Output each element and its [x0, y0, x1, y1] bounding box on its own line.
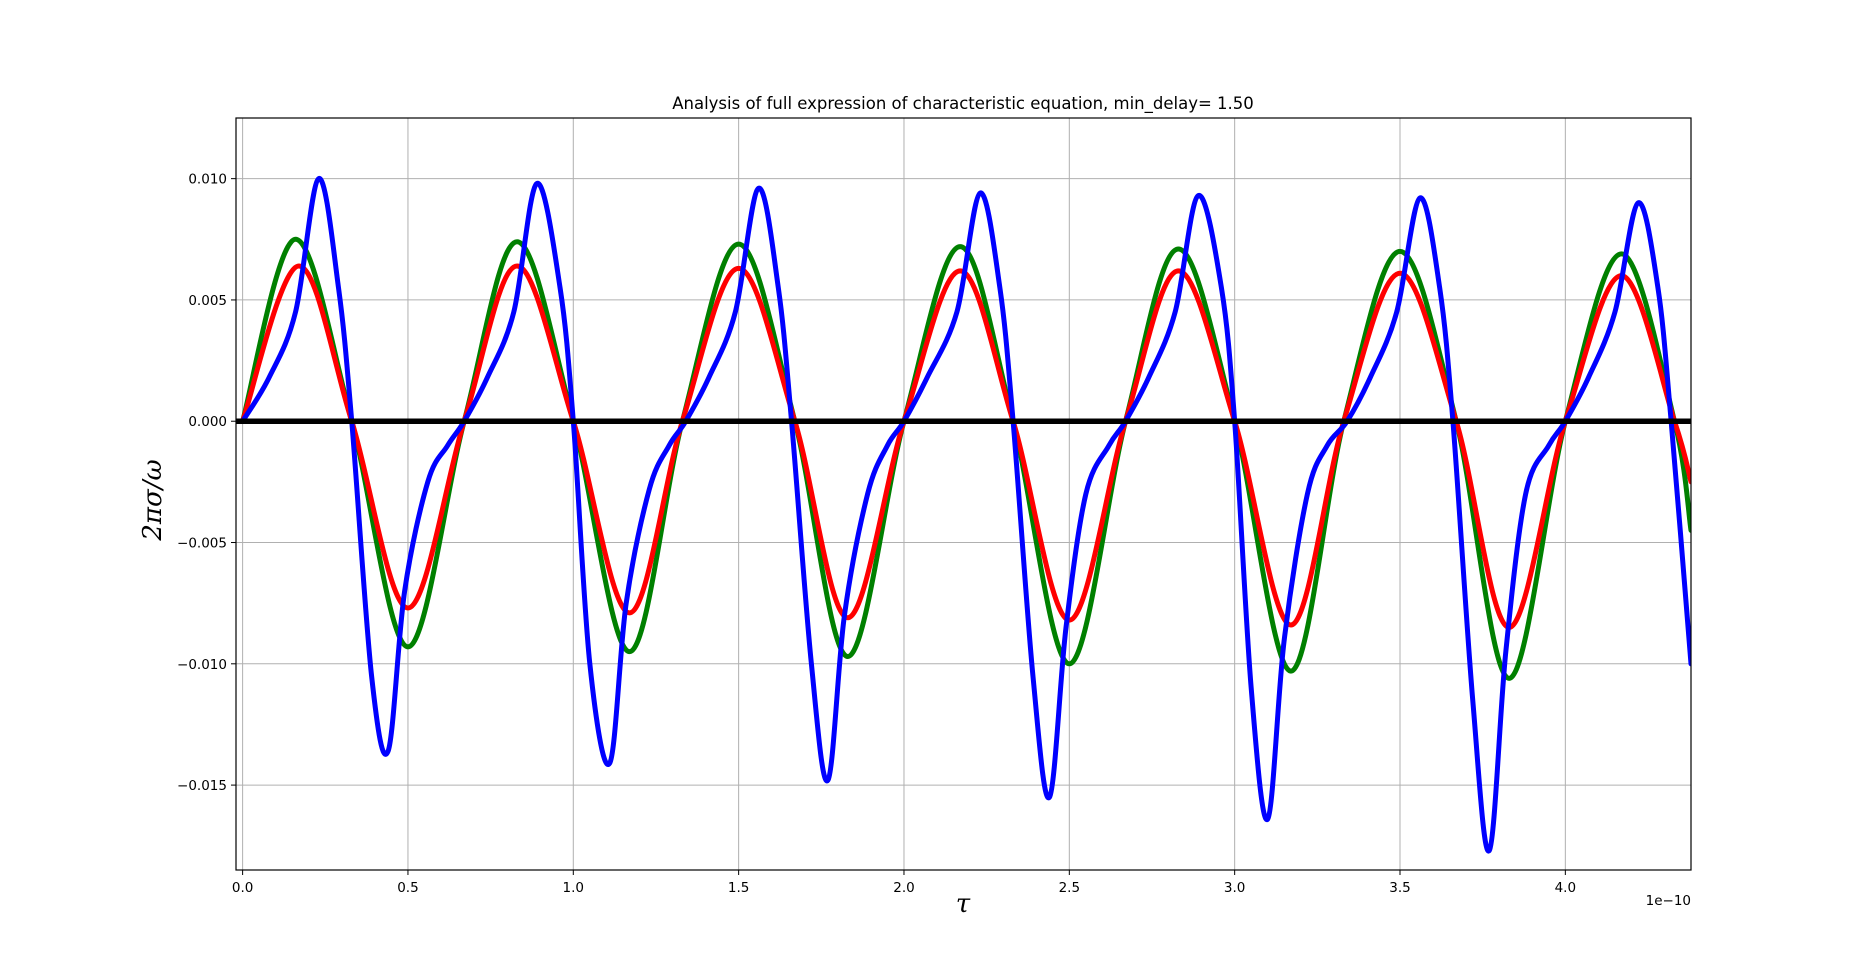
y-tick-label: −0.005 — [177, 536, 227, 552]
y-tick-label: 0.000 — [188, 414, 227, 430]
chart-title: Analysis of full expression of character… — [672, 94, 1254, 114]
x-offset-label: 1e−10 — [1646, 893, 1691, 909]
x-tick-label: 2.0 — [893, 880, 914, 896]
series-layer — [236, 176, 1691, 854]
y-tick-label: −0.010 — [177, 657, 227, 673]
axes-frame — [235, 117, 1692, 871]
x-tick-label: 1.5 — [728, 880, 749, 896]
series-red-line — [240, 263, 1691, 630]
y-tick-label: −0.015 — [177, 778, 227, 794]
x-tick-label: 4.0 — [1555, 880, 1576, 896]
y-tick-label: 0.005 — [188, 293, 227, 309]
x-tick-label: 0.0 — [232, 880, 253, 896]
x-tick-label: 2.5 — [1059, 880, 1080, 896]
x-axis-label: τ — [956, 889, 971, 919]
plot-area — [235, 117, 1692, 871]
x-axis: 0.0 0.5 1.0 1.5 2.0 2.5 3.0 3.5 4.0 — [232, 870, 1576, 896]
x-tick-label: 3.5 — [1389, 880, 1410, 896]
x-tick-label: 1.0 — [563, 880, 584, 896]
x-tick-label: 0.5 — [397, 880, 418, 896]
series-blue-line — [240, 176, 1691, 854]
y-axis: 0.010 0.005 0.000 −0.005 −0.010 −0.015 — [177, 172, 236, 794]
y-axis-label: 2πσ/ω — [138, 459, 168, 541]
series-green-line — [240, 236, 1691, 681]
x-tick-label: 3.0 — [1224, 880, 1245, 896]
y-tick-label: 0.010 — [188, 172, 227, 188]
